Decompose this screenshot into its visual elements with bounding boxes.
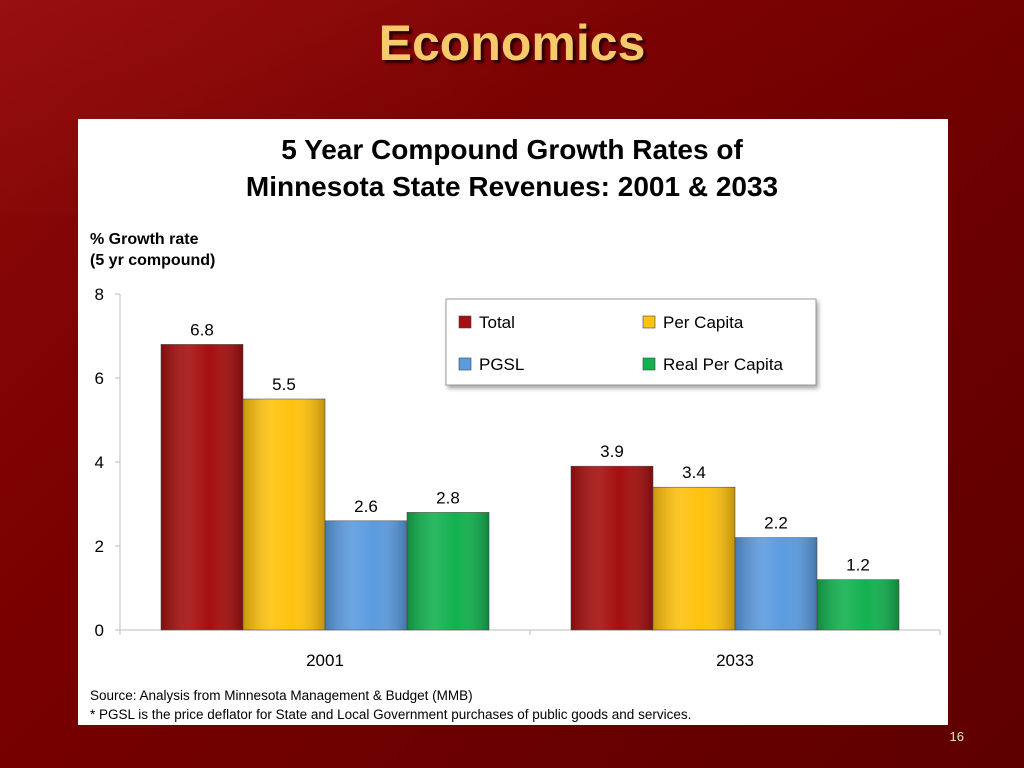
legend-label: Total: [479, 313, 515, 332]
legend-swatch: [458, 357, 472, 371]
bar-shading: [325, 520, 407, 630]
bar-shading: [407, 512, 489, 630]
chart-bars: [160, 344, 900, 631]
x-tick-label: 2001: [306, 651, 344, 670]
data-label: 3.9: [600, 442, 624, 461]
y-tick-label: 0: [95, 621, 104, 640]
y-tick-label: 6: [95, 369, 104, 388]
bar-shading: [735, 537, 817, 630]
legend-swatch: [642, 315, 656, 329]
y-axis-label-line2: (5 yr compound): [90, 252, 215, 269]
bar-shading: [243, 399, 325, 630]
legend-swatch: [458, 315, 472, 329]
chart-card: 5 Year Compound Growth Rates of Minnesot…: [78, 119, 948, 725]
chart-data-labels: 6.8 5.5 2.6 2.8 3.9 3.4 2.2 1.2: [190, 320, 870, 574]
data-label: 3.4: [682, 463, 706, 482]
data-label: 5.5: [272, 375, 296, 394]
legend-label: PGSL: [479, 355, 524, 374]
y-tick-label: 2: [95, 537, 104, 556]
y-axis-label-line1: % Growth rate: [90, 231, 199, 248]
legend-label: Real Per Capita: [663, 355, 784, 374]
data-label: 6.8: [190, 320, 214, 339]
data-label: 2.2: [764, 514, 788, 533]
legend-box: [445, 298, 817, 386]
footnote: * PGSL is the price deflator for State a…: [90, 707, 691, 722]
slide-title: Economics: [378, 15, 646, 71]
chart-legend: Total Per Capita PGSL Real Per Capita: [445, 298, 817, 386]
legend-swatch: [642, 357, 656, 371]
x-tick-label: 2033: [716, 651, 754, 670]
bar-shading: [817, 579, 899, 630]
data-label: 2.6: [354, 497, 378, 516]
slide-number: 16: [949, 729, 964, 744]
y-tick-label: 8: [95, 285, 104, 304]
y-tick-label: 4: [95, 453, 104, 472]
source-note: Source: Analysis from Minnesota Manageme…: [90, 688, 473, 703]
chart-title-line2: Minnesota State Revenues: 2001 & 2033: [246, 171, 778, 202]
bar-shading: [161, 344, 243, 630]
legend-label: Per Capita: [663, 313, 744, 332]
bar-shading: [653, 487, 735, 630]
data-label: 1.2: [846, 556, 870, 575]
data-label: 2.8: [436, 488, 460, 507]
chart-title-line1: 5 Year Compound Growth Rates of: [281, 134, 743, 165]
bar-chart: 5 Year Compound Growth Rates of Minnesot…: [90, 134, 941, 722]
bar-shading: [571, 466, 653, 630]
